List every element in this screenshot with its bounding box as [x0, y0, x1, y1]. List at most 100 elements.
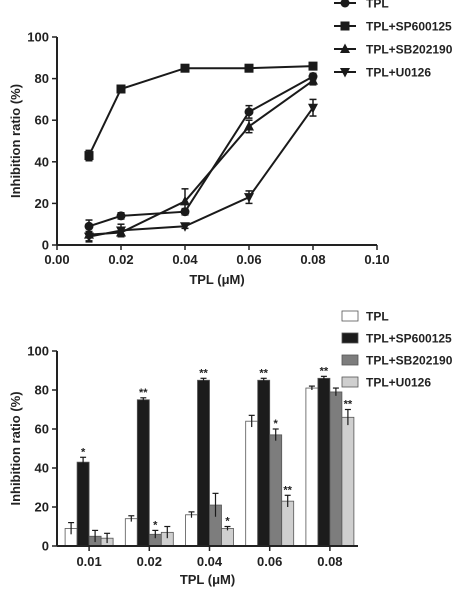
- legend-item: TPL+SP600125: [341, 332, 452, 346]
- legend-swatch: [341, 310, 359, 322]
- legend-marker: [340, 0, 350, 8]
- y-tick-label: 40: [35, 154, 49, 169]
- x-axis-title: TPL (μM): [180, 572, 235, 587]
- legend-label: TPL+SB202190: [366, 354, 453, 368]
- x-tick-label: 0.04: [197, 554, 223, 569]
- data-point: [308, 103, 318, 114]
- significance-mark: *: [81, 446, 86, 458]
- bar: [317, 377, 331, 547]
- significance-mark: **: [320, 365, 329, 377]
- y-tick-label: 0: [42, 238, 49, 253]
- legend-marker: [340, 68, 350, 78]
- y-tick-label: 100: [27, 344, 49, 359]
- bar-series-2: **: [88, 387, 343, 547]
- legend-item: TPL+U0126: [341, 376, 431, 390]
- data-point: [244, 193, 254, 203]
- significance-mark: *: [153, 519, 158, 531]
- significance-mark: **: [139, 387, 148, 399]
- y-tick-label: 40: [35, 461, 49, 476]
- bar: [76, 461, 90, 547]
- bar: [136, 399, 150, 547]
- bar: [185, 514, 198, 547]
- significance-mark: *: [274, 418, 279, 430]
- y-tick-label: 20: [35, 500, 49, 515]
- series-line: [88, 75, 314, 228]
- y-tick-label: 20: [35, 196, 49, 211]
- bar: [245, 420, 259, 547]
- x-tick-label: 0.02: [108, 252, 133, 267]
- x-tick-label: 0.00: [44, 252, 69, 267]
- legend-label: TPL+SP600125: [366, 20, 452, 34]
- legend-label: TPL+U0126: [366, 376, 431, 390]
- significance-mark: **: [259, 367, 268, 379]
- legend-label: TPL: [366, 310, 389, 324]
- x-tick-label: 0.06: [236, 252, 261, 267]
- legend-label: TPL+SB202190: [366, 43, 453, 57]
- x-tick-label: 0.02: [137, 554, 162, 569]
- legend-item: TPL: [334, 0, 389, 11]
- data-point: [308, 75, 318, 85]
- data-point: [116, 84, 126, 94]
- series-1: [84, 61, 318, 162]
- bar: [221, 528, 234, 547]
- y-tick-label: 60: [35, 113, 49, 128]
- legend-item: TPL+U0126: [334, 66, 431, 80]
- bar: [269, 434, 283, 547]
- data-point: [180, 222, 190, 232]
- legend-swatch: [341, 376, 359, 388]
- significance-mark: **: [283, 484, 292, 496]
- data-point: [180, 63, 190, 73]
- series-3: [84, 98, 318, 243]
- legend-item: TPL+SB202190: [341, 354, 453, 368]
- bar-series-3: *****: [100, 399, 355, 547]
- bar: [257, 379, 271, 547]
- legend-marker: [340, 43, 350, 53]
- data-point: [244, 107, 254, 117]
- bar: [305, 387, 319, 547]
- y-tick-label: 0: [42, 539, 49, 554]
- legend-item: TPL: [341, 310, 389, 324]
- bar: [341, 416, 355, 547]
- legend-label: TPL+SP600125: [366, 332, 452, 346]
- x-tick-label: 0.08: [300, 252, 325, 267]
- significance-mark: *: [225, 516, 230, 528]
- data-point: [244, 120, 254, 131]
- y-tick-label: 80: [35, 71, 49, 86]
- x-tick-label: 0.01: [76, 554, 101, 569]
- legend-item: TPL+SB202190: [334, 43, 453, 57]
- legend-label: TPL+U0126: [366, 66, 431, 80]
- data-point: [116, 226, 126, 236]
- x-tick-label: 0.08: [317, 554, 342, 569]
- legend-item: TPL+SP600125: [334, 20, 452, 34]
- data-point: [308, 61, 318, 71]
- y-tick-label: 80: [35, 383, 49, 398]
- legend-marker: [340, 21, 350, 31]
- series-line: [88, 65, 314, 156]
- x-tick-label: 0.04: [172, 252, 198, 267]
- x-tick-label: 0.06: [257, 554, 282, 569]
- bar: [329, 391, 343, 547]
- series-0: [84, 72, 318, 234]
- y-tick-label: 100: [27, 30, 49, 45]
- data-point: [180, 195, 190, 206]
- bar: [197, 379, 210, 547]
- series-line: [88, 79, 314, 236]
- data-point: [116, 211, 126, 221]
- legend-label: TPL: [366, 0, 389, 11]
- x-tick-label: 0.10: [364, 252, 389, 267]
- legend-swatch: [341, 354, 359, 366]
- data-point: [244, 63, 254, 73]
- y-axis-title: Inhibition ratio (%): [8, 84, 23, 198]
- y-axis-title: Inhibition ratio (%): [8, 391, 23, 505]
- line-chart: 0 20 40 60 80 100 0.00 0.02 0.04 0.06 0.08 0.10 TPL …: [8, 0, 453, 287]
- data-point: [84, 151, 94, 161]
- x-axis-title: TPL (μM): [189, 272, 244, 287]
- legend-swatch: [341, 332, 359, 344]
- y-tick-label: 60: [35, 422, 49, 437]
- bar: [281, 500, 295, 547]
- bar: [124, 518, 138, 547]
- significance-mark: **: [344, 399, 353, 411]
- data-point: [84, 232, 94, 243]
